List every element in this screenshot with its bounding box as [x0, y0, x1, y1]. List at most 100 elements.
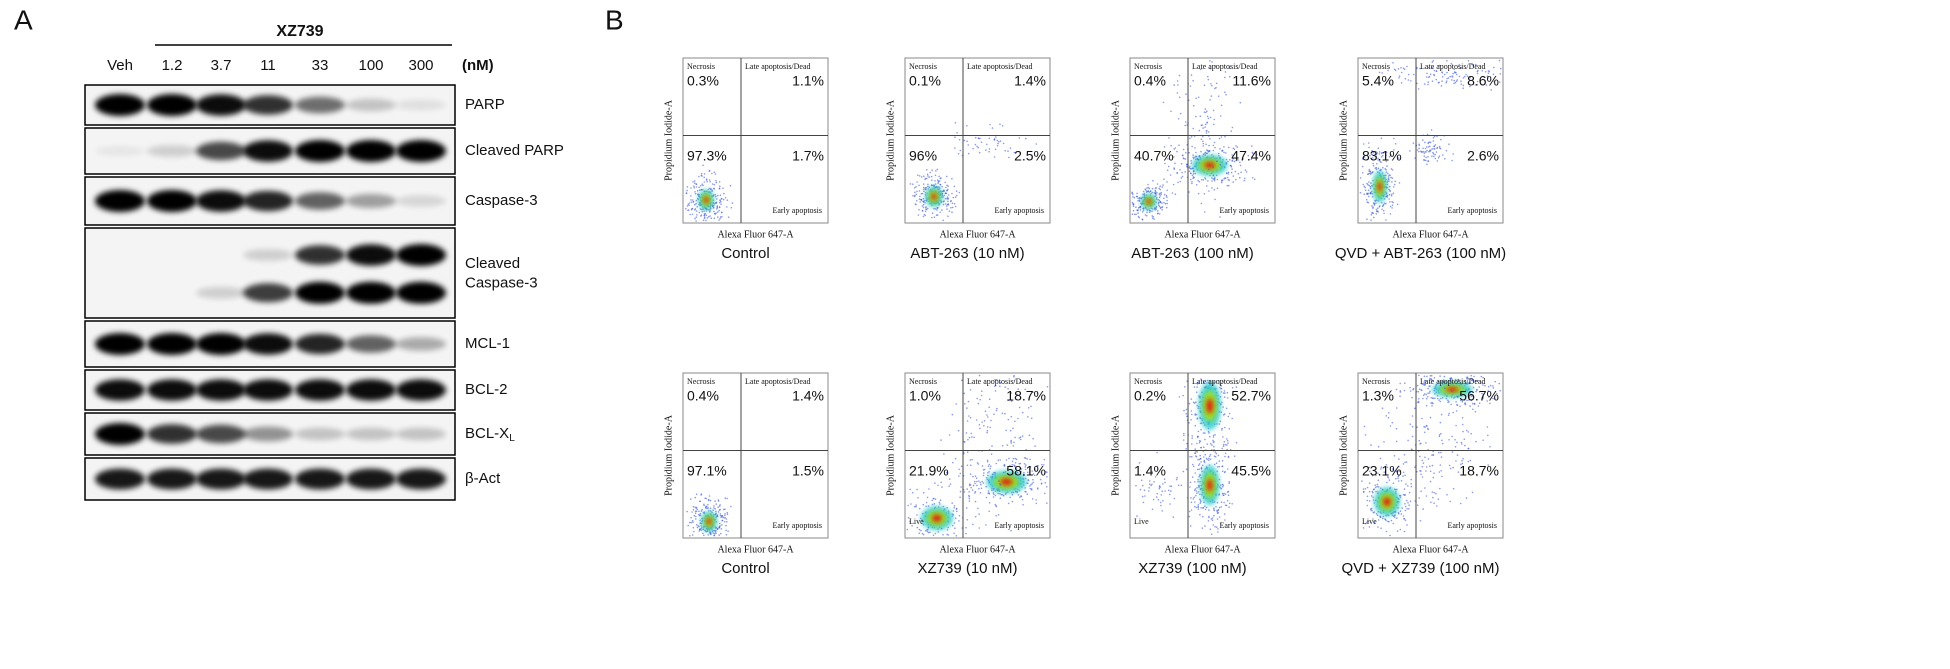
event-dot — [951, 211, 953, 213]
event-dot — [1461, 400, 1464, 403]
event-dot — [1372, 171, 1374, 173]
necrosis-percent: 0.2% — [1134, 388, 1166, 404]
event-dot — [920, 198, 922, 201]
event-dot — [1399, 382, 1401, 385]
event-dot — [1381, 151, 1384, 154]
event-dot — [1170, 110, 1172, 113]
event-dot — [1164, 162, 1166, 165]
event-dot — [978, 424, 981, 426]
event-dot — [1432, 450, 1434, 453]
event-dot — [1146, 209, 1149, 212]
event-dot — [1402, 515, 1405, 517]
event-dot — [1498, 81, 1501, 83]
event-dot — [699, 514, 702, 517]
event-dot — [1214, 434, 1216, 436]
event-dot — [1227, 173, 1230, 175]
quadrant-name: Necrosis — [909, 377, 937, 386]
event-dot — [1487, 434, 1489, 437]
band — [95, 468, 145, 490]
event-dot — [1206, 379, 1209, 382]
event-dot — [688, 204, 690, 207]
event-dot — [716, 514, 719, 516]
event-dot — [1222, 436, 1224, 438]
event-dot — [1189, 525, 1192, 527]
event-dot — [1430, 501, 1432, 504]
event-dot — [959, 490, 962, 493]
event-dot — [1388, 520, 1390, 523]
event-dot — [1404, 519, 1407, 521]
event-dot — [1388, 188, 1390, 191]
event-dot — [1025, 137, 1027, 140]
lane-label: 1.2 — [162, 57, 183, 74]
event-dot — [1372, 496, 1374, 499]
event-dot — [1379, 457, 1382, 460]
event-dot — [948, 485, 950, 488]
event-dot — [936, 179, 939, 181]
event-dot — [714, 193, 717, 196]
event-dot — [1432, 397, 1434, 399]
event-dot — [1369, 170, 1371, 172]
event-dot — [718, 206, 721, 209]
event-dot — [1162, 76, 1165, 78]
event-dot — [1146, 187, 1148, 189]
event-dot — [1364, 434, 1367, 436]
event-dot — [1432, 151, 1434, 154]
event-dot — [1195, 115, 1197, 118]
event-dot — [1404, 77, 1407, 80]
live-percent: 1.4% — [1134, 463, 1166, 479]
event-dot — [941, 185, 943, 188]
event-dot — [1217, 454, 1220, 457]
late-percent: 11.6% — [1232, 73, 1271, 89]
event-dot — [1151, 470, 1153, 473]
event-dot — [1390, 389, 1393, 392]
event-dot — [727, 216, 730, 218]
event-dot — [702, 164, 704, 167]
event-dot — [1460, 463, 1462, 466]
event-dot — [1429, 385, 1431, 387]
event-dot — [1211, 61, 1213, 63]
event-dot — [719, 504, 721, 506]
event-dot — [1208, 455, 1211, 458]
event-dot — [1184, 158, 1187, 160]
event-dot — [959, 149, 962, 152]
event-dot — [931, 184, 934, 187]
event-dot — [1228, 481, 1231, 483]
event-dot — [1385, 530, 1388, 533]
event-dot — [1478, 386, 1480, 388]
lane-label: Veh — [107, 57, 133, 74]
event-dot — [1439, 147, 1442, 150]
event-dot — [713, 202, 716, 205]
event-dot — [1383, 202, 1386, 204]
event-dot — [1018, 137, 1021, 139]
event-dot — [716, 515, 719, 518]
event-dot — [1032, 481, 1034, 484]
event-dot — [1041, 463, 1043, 466]
quadrant-name: Necrosis — [687, 377, 715, 386]
event-dot — [1195, 391, 1198, 394]
band — [196, 468, 246, 490]
event-dot — [1397, 474, 1400, 477]
event-dot — [1142, 501, 1145, 504]
event-dot — [1036, 392, 1039, 394]
event-dot — [1368, 526, 1371, 528]
event-dot — [694, 512, 697, 514]
event-dot — [1164, 481, 1166, 484]
event-dot — [1492, 397, 1494, 400]
event-dot — [1375, 67, 1377, 70]
event-dot — [1197, 430, 1200, 433]
event-dot — [1202, 179, 1205, 181]
event-dot — [968, 500, 971, 502]
event-dot — [1409, 500, 1412, 503]
event-dot — [1404, 474, 1406, 477]
plot-caption: QVD + XZ739 (100 nM) — [1342, 560, 1500, 577]
event-dot — [1426, 146, 1428, 148]
live-percent: 83.1% — [1362, 148, 1402, 164]
event-dot — [1441, 475, 1443, 478]
event-dot — [722, 508, 725, 511]
event-dot — [1212, 434, 1215, 437]
lane-label: 300 — [408, 57, 433, 74]
event-dot — [1185, 448, 1187, 450]
event-dot — [1492, 385, 1494, 387]
event-dot — [1451, 159, 1453, 162]
event-dot — [1224, 455, 1226, 458]
